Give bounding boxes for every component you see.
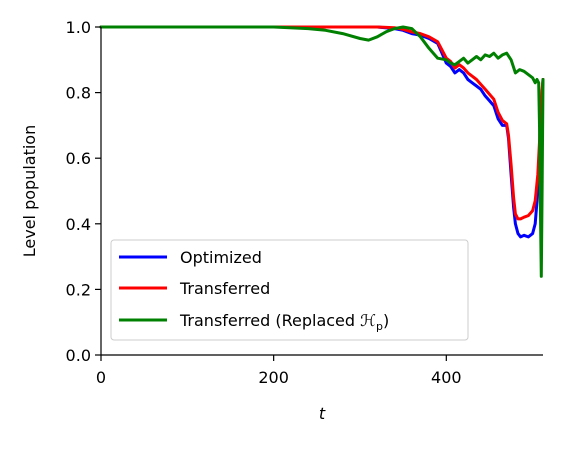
x-axis-label: t xyxy=(319,404,326,423)
ticks: 0 200 400 0.0 0.2 0.4 0.6 0.8 1.0 xyxy=(66,18,462,387)
y-tick-label: 0.0 xyxy=(66,346,91,365)
x-tick-label: 200 xyxy=(258,368,289,387)
series-lines xyxy=(99,25,545,278)
y-tick-label: 0.6 xyxy=(66,149,91,168)
y-tick-label: 0.4 xyxy=(66,215,91,234)
x-tick-label: 400 xyxy=(431,368,462,387)
y-tick-label: 0.8 xyxy=(66,84,91,103)
series-line-1 xyxy=(99,25,545,221)
series-line-2 xyxy=(99,25,545,278)
axes xyxy=(100,27,543,356)
y-tick-label: 0.2 xyxy=(66,280,91,299)
x-tick-label: 0 xyxy=(96,368,106,387)
legend-box xyxy=(110,239,469,341)
y-axis-label: Level population xyxy=(20,125,39,257)
legend-label-symbol: ℋ xyxy=(360,311,376,330)
legend-label-prefix: Transferred (Replaced xyxy=(179,311,360,330)
y-tick-label: 1.0 xyxy=(66,18,91,37)
legend-label-transferred-replaced: Transferred (Replaced ℋp) xyxy=(179,311,389,333)
legend-label-optimized: Optimized xyxy=(180,248,262,267)
legend: Optimized Transferred Transferred (Repla… xyxy=(110,239,469,341)
legend-label-suffix: ) xyxy=(383,311,389,330)
legend-label-transferred: Transferred xyxy=(179,279,270,298)
legend-label-subscript: p xyxy=(376,320,383,333)
